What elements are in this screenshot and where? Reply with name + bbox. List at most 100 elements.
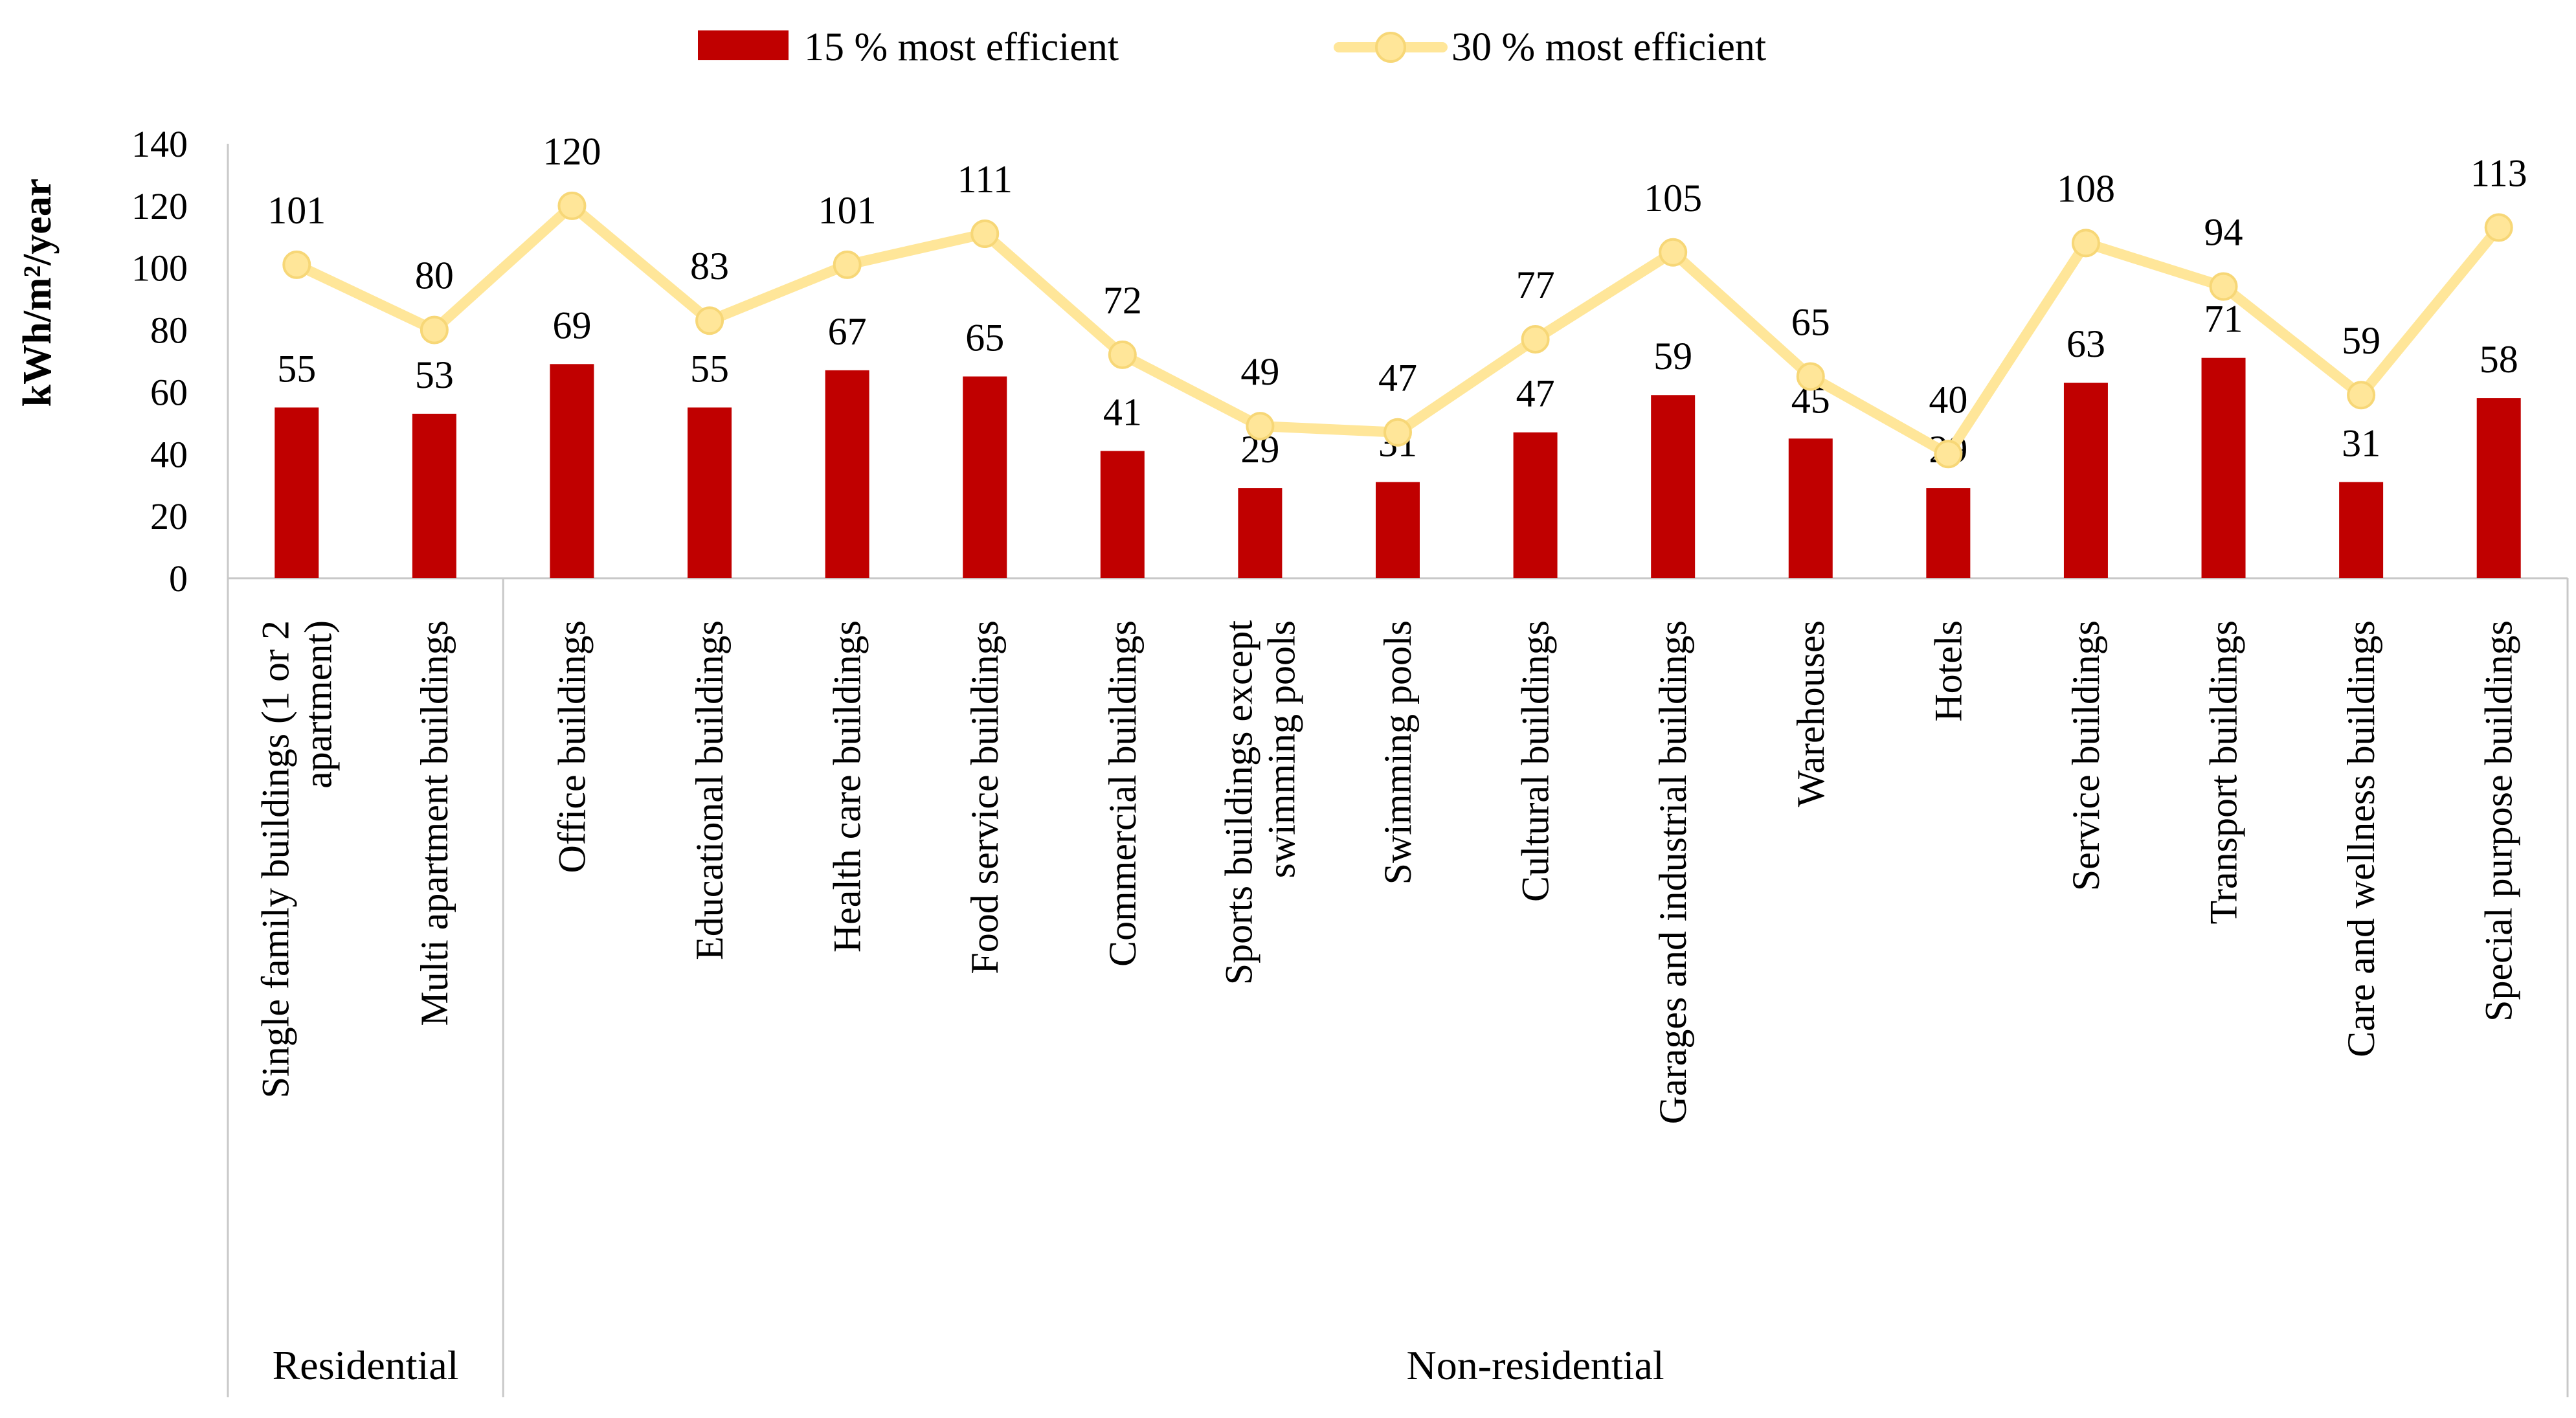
bar-data-label: 67: [828, 310, 867, 353]
category-label-line: Garages and industrial buildings: [1652, 620, 1694, 1124]
y-tick-label: 0: [169, 557, 188, 600]
category-label: Transport buildings: [2202, 620, 2245, 925]
y-axis-title: kWh/m²/year: [16, 179, 60, 407]
bar: [1238, 488, 1282, 578]
bar-data-label: 58: [2480, 338, 2518, 381]
line-data-label: 101: [267, 189, 326, 232]
category-label: Special purpose buildings: [2478, 620, 2520, 1022]
line-point: [1659, 238, 1688, 267]
bar: [550, 364, 594, 578]
line-point: [2209, 272, 2238, 301]
line-point: [970, 219, 1000, 248]
bar-data-label: 47: [1516, 372, 1555, 415]
line-data-label: 94: [2204, 210, 2243, 253]
line-point: [557, 191, 587, 220]
line-point: [2347, 381, 2376, 410]
line-point: [833, 250, 862, 279]
bar: [825, 370, 869, 578]
category-label-line: Transport buildings: [2202, 620, 2245, 925]
category-label: Hotels: [1927, 620, 1969, 722]
category-label: Warehouses: [1789, 620, 1832, 807]
category-label: Swimming pools: [1376, 620, 1419, 884]
category-label-line: Single family buildings (1 or 2: [254, 620, 297, 1098]
line-point: [1796, 362, 1825, 391]
bar: [412, 413, 456, 578]
bar-data-label: 53: [415, 354, 454, 396]
category-label-line: Sports buildings except: [1217, 620, 1260, 985]
bar-data-label: 55: [690, 347, 729, 390]
bar-data-labels: 5553695567654129314759452963713158: [277, 298, 2518, 471]
line-data-label: 40: [1929, 378, 1967, 421]
y-tick-label: 40: [150, 433, 188, 475]
category-label: Office buildings: [550, 620, 593, 873]
line-data-label: 113: [2470, 152, 2527, 194]
category-label: Commercial buildings: [1101, 620, 1144, 967]
category-label-line: Warehouses: [1789, 620, 1832, 807]
bar-series: [274, 357, 2521, 578]
line-data-label: 111: [957, 158, 1013, 201]
line-point: [1934, 440, 1963, 469]
category-groups: Residential Non-residential: [273, 1342, 1664, 1388]
line-data-label: 101: [818, 189, 877, 232]
legend-label-line: 30 % most efficient: [1451, 25, 1766, 69]
category-label: Health care buildings: [826, 620, 869, 952]
category-label-line: apartment): [297, 620, 339, 789]
bar-data-label: 65: [965, 316, 1004, 359]
category-label: Multi apartment buildings: [413, 620, 456, 1026]
y-tick-label: 60: [150, 371, 188, 413]
line-point: [695, 306, 724, 335]
category-labels: Single family buildings (1 or 2apartment…: [254, 620, 2520, 1125]
bar: [963, 376, 1007, 578]
y-tick-label: 120: [131, 185, 188, 227]
category-label-line: Hotels: [1927, 620, 1969, 722]
bar-data-label: 63: [2066, 322, 2105, 365]
group-label: Residential: [273, 1342, 459, 1388]
line-point: [1246, 412, 1275, 441]
legend: 15 % most efficient 30 % most efficient: [698, 25, 1766, 69]
category-label-line: Special purpose buildings: [2478, 620, 2520, 1022]
y-axis-ticks: 0 20 40 60 80 100 120 140: [131, 123, 188, 600]
y-tick-label: 20: [150, 495, 188, 537]
line-data-label: 83: [690, 245, 729, 287]
group-label: Non-residential: [1407, 1342, 1664, 1388]
legend-swatch-bar: [698, 30, 789, 60]
line-point: [1521, 324, 1550, 354]
bar: [2476, 398, 2521, 578]
line-data-label: 72: [1103, 279, 1142, 322]
category-label-line: Office buildings: [550, 620, 593, 873]
bar: [2201, 357, 2246, 578]
line-path: [291, 200, 2504, 460]
line-point: [282, 250, 311, 279]
bar-data-label: 55: [277, 347, 316, 390]
category-label-line: Health care buildings: [826, 620, 869, 952]
category-label: Care and wellness buildings: [2340, 620, 2382, 1057]
y-tick-label: 140: [131, 123, 188, 165]
line-point: [420, 315, 449, 344]
line-point: [1108, 340, 1137, 369]
bar-data-label: 69: [552, 304, 591, 346]
legend-label-bar: 15 % most efficient: [804, 25, 1119, 69]
category-label: Sports buildings exceptswimming pools: [1217, 620, 1303, 985]
category-label-line: Service buildings: [2065, 620, 2107, 891]
line-data-label: 105: [1644, 177, 1702, 219]
line-data-label: 108: [2057, 167, 2115, 210]
line-data-label: 77: [1516, 264, 1555, 306]
bar: [688, 407, 732, 578]
bar-data-label: 59: [1653, 335, 1692, 377]
category-label: Single family buildings (1 or 2apartment…: [254, 620, 339, 1098]
category-label: Garages and industrial buildings: [1652, 620, 1694, 1124]
category-label-line: Cultural buildings: [1514, 620, 1557, 902]
line-point: [2071, 229, 2100, 258]
line-data-label: 65: [1791, 300, 1830, 343]
bar: [2339, 482, 2384, 578]
category-label-line: Swimming pools: [1376, 620, 1419, 884]
bar: [1651, 395, 1696, 578]
category-label-line: Educational buildings: [688, 620, 731, 960]
category-label-line: Commercial buildings: [1101, 620, 1144, 967]
line-point: [2484, 213, 2513, 242]
bar: [2063, 383, 2108, 578]
y-tick-label: 100: [131, 247, 188, 289]
line-data-label: 120: [543, 130, 601, 173]
line-series: [282, 191, 2513, 469]
category-label-line: Multi apartment buildings: [413, 620, 456, 1026]
